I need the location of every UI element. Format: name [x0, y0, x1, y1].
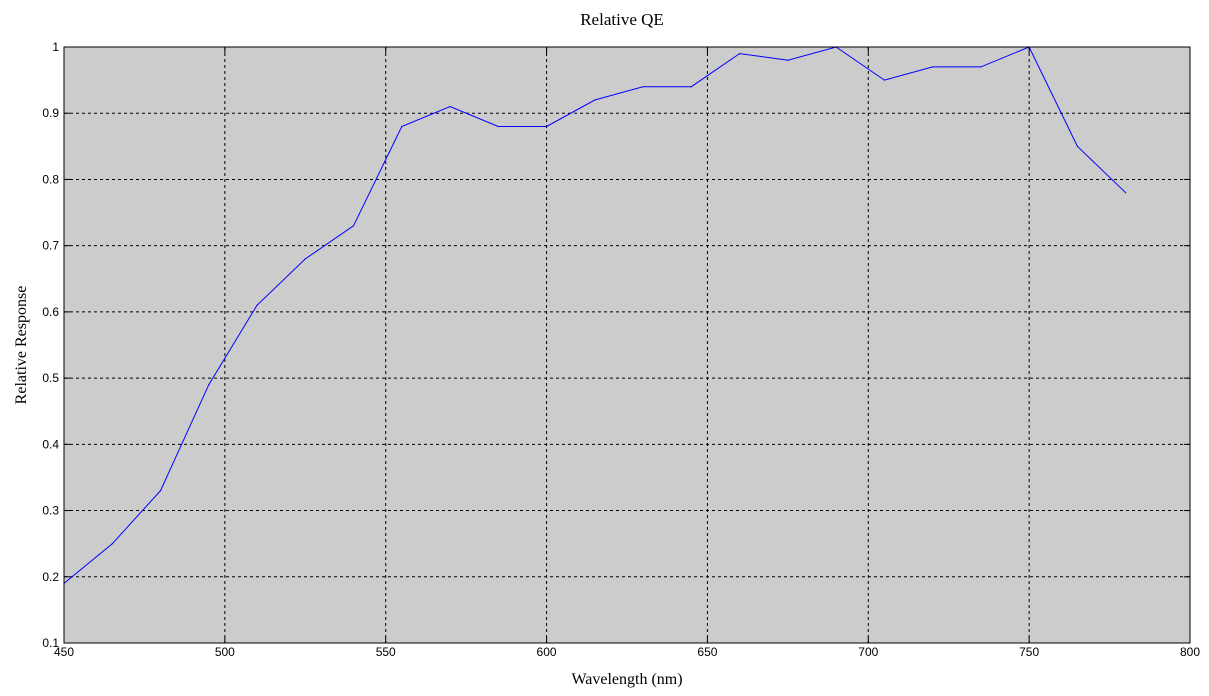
- y-tick-label: 0.1: [42, 636, 59, 650]
- data-point: [883, 79, 885, 81]
- data-point: [159, 490, 162, 492]
- data-point: [594, 99, 596, 101]
- data-point: [352, 225, 355, 227]
- x-tick-label: 600: [537, 645, 557, 659]
- y-tick-label: 0.8: [42, 172, 59, 186]
- y-tick-label: 0.9: [42, 106, 59, 120]
- data-point: [401, 125, 403, 128]
- x-tick-label: 750: [1019, 645, 1039, 659]
- data-point: [1125, 192, 1127, 194]
- data-point: [787, 59, 789, 61]
- data-point: [304, 258, 306, 260]
- data-point: [449, 106, 451, 108]
- plot-frame: [63, 46, 1191, 644]
- y-tick-label: 0.6: [42, 305, 59, 319]
- data-point: [739, 53, 741, 55]
- data-point: [690, 86, 692, 88]
- y-tick-label: 0.3: [42, 504, 59, 518]
- axis-ticks: 450 500 550 600 650 700 750 800 0.1 0.2 0.3 0.4 0.5 0…: [42, 40, 1200, 659]
- data-point: [642, 86, 644, 88]
- y-tick-label: 0.7: [42, 239, 59, 253]
- x-tick-label: 800: [1180, 645, 1200, 659]
- chart-title: Relative QE: [580, 10, 664, 29]
- y-tick-label: 1: [52, 40, 59, 54]
- plot-area: [64, 47, 1190, 643]
- series-line-group: [63, 46, 1127, 585]
- data-point: [111, 543, 113, 545]
- grid-lines: [64, 47, 1190, 643]
- data-point: [545, 125, 548, 128]
- y-tick-label: 0.2: [42, 570, 59, 584]
- y-tick-label: 0.4: [42, 437, 59, 451]
- x-tick-label: 650: [697, 645, 717, 659]
- x-tick-label: 700: [858, 645, 878, 659]
- data-point: [932, 66, 934, 68]
- data-point: [497, 125, 499, 128]
- y-tick-label: 0.5: [42, 371, 59, 385]
- data-point: [256, 304, 258, 306]
- data-point: [1076, 145, 1078, 147]
- x-tick-label: 500: [215, 645, 235, 659]
- data-point: [208, 384, 210, 386]
- x-axis-title: Wavelength (nm): [571, 671, 682, 688]
- x-tick-label: 450: [54, 645, 74, 659]
- x-tick-label: 550: [376, 645, 396, 659]
- data-point: [980, 66, 982, 68]
- y-axis-title: Relative Response: [13, 286, 30, 405]
